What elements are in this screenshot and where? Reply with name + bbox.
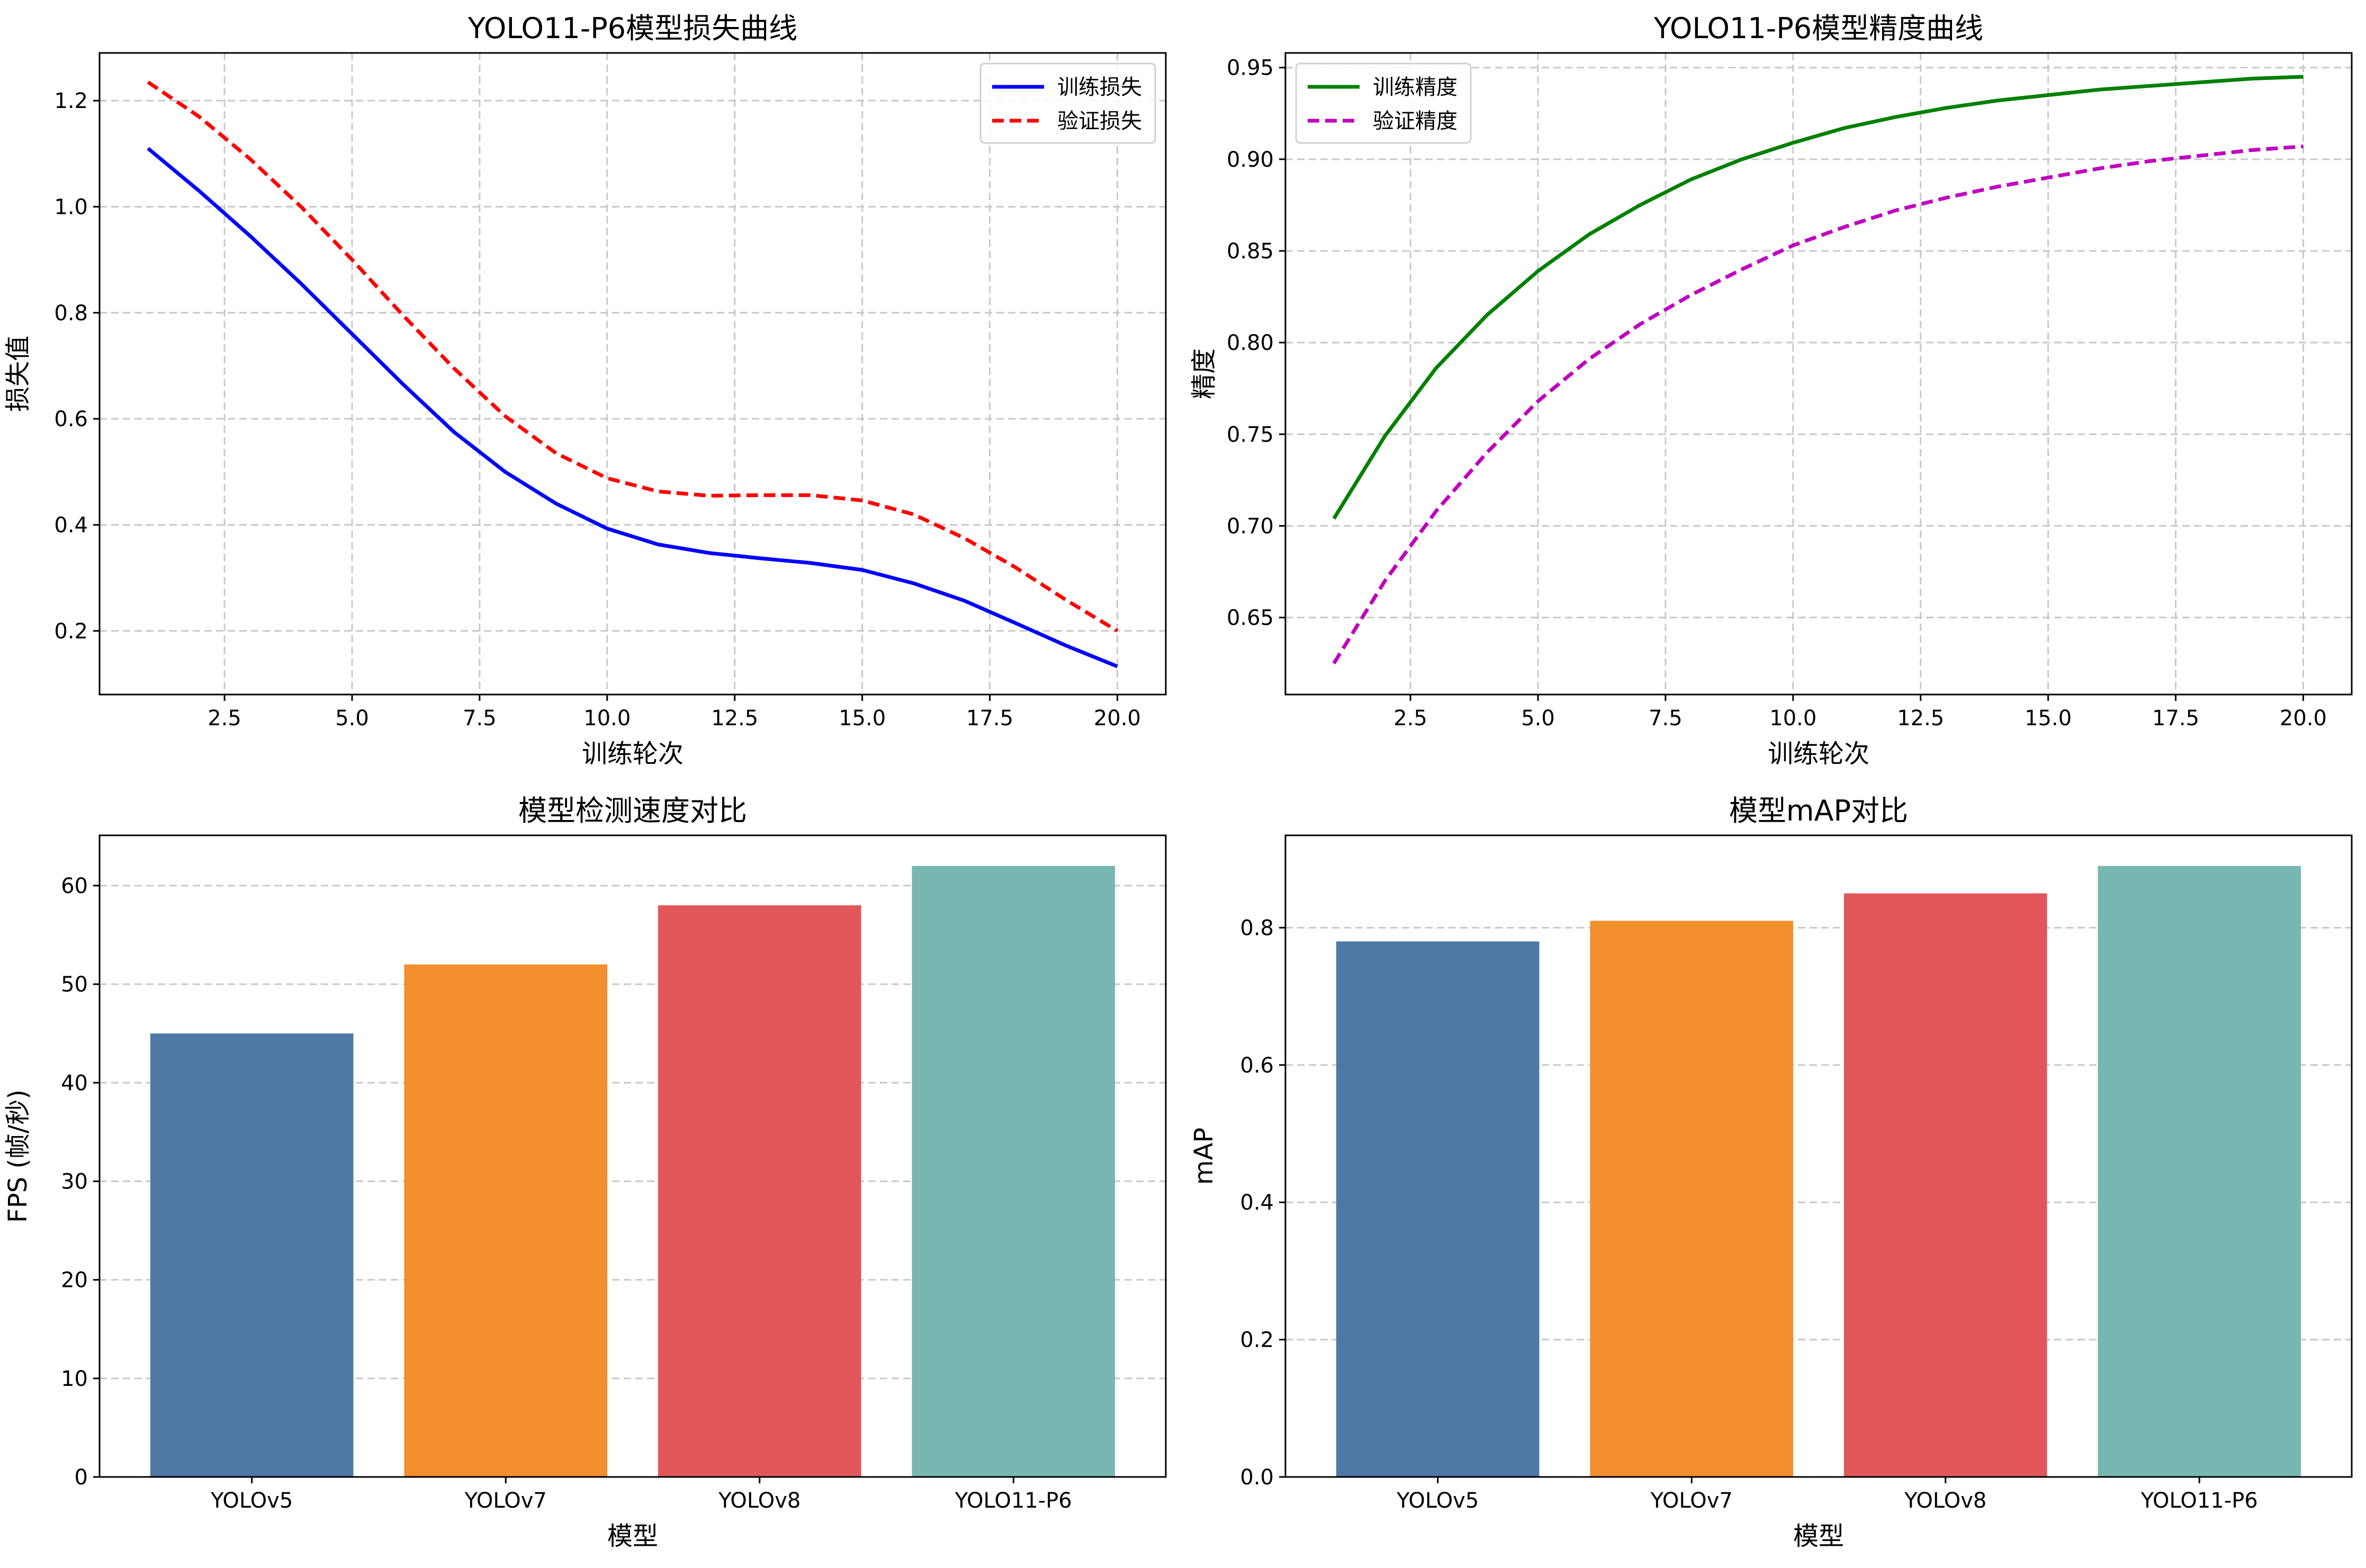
chart-title: YOLO11-P6模型精度曲线 [1653, 12, 1983, 45]
chart-title: 模型mAP对比 [1729, 794, 1908, 827]
bar-yolo11-p6 [912, 866, 1115, 1477]
y-tick-label: 0 [75, 1465, 88, 1490]
y-tick-label: 0.65 [1227, 606, 1274, 630]
x-tick-label: YOLO11-P6 [955, 1489, 1072, 1513]
bar-yolov8 [658, 905, 861, 1477]
legend-label-1: 验证精度 [1373, 109, 1458, 133]
map-chart: YOLOv5 YOLOv7 YOLOv8 YOLO11-P6 0.0 0.2 0.4 0.6 0… [1189, 794, 2353, 1551]
y-tick-label: 0.75 [1227, 422, 1274, 447]
x-tick-label: YOLOv7 [464, 1489, 547, 1513]
grid [100, 53, 1166, 695]
x-tick-label: YOLOv7 [1650, 1489, 1733, 1513]
chart-title: 模型检测速度对比 [518, 794, 747, 827]
y-tick-label: 0.0 [1240, 1465, 1274, 1490]
series-line-1 [147, 80, 1119, 633]
bar-yolov7 [1590, 921, 1794, 1477]
y-tick-label: 0.6 [54, 407, 88, 431]
y-tick-label: 0.8 [1240, 916, 1274, 940]
x-tick-label: YOLOv5 [1396, 1489, 1479, 1513]
x-axis-label: 模型 [607, 1521, 658, 1551]
x-axis-label: 训练轮次 [582, 739, 683, 769]
x-tick-label: YOLOv8 [1904, 1489, 1986, 1513]
x-tick-label: 10.0 [583, 706, 631, 731]
legend-label-0: 训练精度 [1373, 75, 1458, 100]
x-axis-label: 模型 [1793, 1521, 1844, 1551]
x-tick-label: 20.0 [2280, 706, 2327, 731]
x-tick-label: 2.5 [1393, 706, 1427, 731]
plot-frame [98, 834, 1167, 1478]
y-axis-label: mAP [1189, 1128, 1219, 1185]
y-tick-label: 0.6 [1240, 1053, 1274, 1078]
loss-chart: 2.5 5.0 7.5 10.0 12.5 15.0 17.5 20.0 0.2 0.4 0.6 0.… [3, 12, 1167, 769]
y-tick-label: 40 [61, 1071, 88, 1095]
x-tick-label: 5.0 [335, 706, 369, 731]
series-line-0 [1332, 75, 2304, 520]
x-axis-label: 训练轮次 [1768, 739, 1869, 769]
bar-yolov5 [1336, 941, 1540, 1477]
y-tick-label: 0.80 [1227, 331, 1274, 355]
y-tick-label: 0.4 [1240, 1191, 1274, 1215]
chart-title: YOLO11-P6模型损失曲线 [467, 12, 797, 45]
series-line-1 [1332, 145, 2304, 664]
x-tick-label: 7.5 [463, 706, 497, 731]
bar-yolov8 [1843, 893, 2047, 1477]
x-tick-label: 12.5 [1897, 706, 1944, 731]
y-tick-label: 20 [61, 1268, 88, 1293]
y-tick-label: 1.2 [54, 89, 88, 113]
y-tick-label: 0.85 [1227, 239, 1274, 264]
y-tick-label: 60 [61, 874, 88, 898]
y-tick-label: 0.90 [1227, 148, 1274, 172]
y-axis-label: FPS (帧/秒) [3, 1089, 33, 1223]
x-tick-label: YOLO11-P6 [2140, 1489, 2258, 1513]
x-tick-label: 7.5 [1649, 706, 1683, 731]
x-tick-label: 20.0 [1094, 706, 1141, 731]
y-tick-label: 1.0 [54, 195, 88, 219]
fps-chart: YOLOv5 YOLOv7 YOLOv8 YOLO11-P6 0 10 20 30 40 50 60… [3, 794, 1167, 1551]
plot-frame [1284, 52, 2353, 696]
bar-yolo11-p6 [2098, 866, 2301, 1477]
bar-yolov7 [404, 964, 608, 1477]
grid [1285, 53, 2352, 695]
x-tick-label: 15.0 [2025, 706, 2072, 731]
x-tick-label: 17.5 [2152, 706, 2199, 731]
legend-box [1295, 62, 1472, 144]
x-tick-label: 12.5 [711, 706, 758, 731]
x-tick-label: 17.5 [966, 706, 1013, 731]
y-tick-label: 0.2 [1240, 1328, 1274, 1353]
y-tick-label: 0.95 [1227, 56, 1274, 80]
legend-label-1: 验证损失 [1057, 109, 1142, 133]
x-tick-label: 10.0 [1769, 706, 1816, 731]
x-tick-label: YOLOv8 [718, 1489, 800, 1513]
y-tick-label: 0.4 [54, 513, 88, 537]
plot-frame [1284, 834, 2353, 1478]
y-axis-label: 损失值 [3, 336, 33, 412]
x-tick-label: 5.0 [1521, 706, 1555, 731]
legend-box [979, 62, 1156, 144]
y-axis-label: 精度 [1189, 348, 1219, 399]
y-tick-label: 10 [61, 1367, 88, 1391]
accuracy-chart: 2.5 5.0 7.5 10.0 12.5 15.0 17.5 20.0 0.65 0.70 0.7… [1189, 12, 2353, 769]
legend-label-0: 训练损失 [1057, 75, 1142, 100]
y-tick-label: 0.8 [54, 301, 88, 326]
x-tick-label: YOLOv5 [210, 1489, 293, 1513]
y-tick-label: 30 [61, 1169, 88, 1194]
x-tick-label: 2.5 [208, 706, 241, 731]
y-tick-label: 0.70 [1227, 514, 1274, 538]
series-line-0 [147, 147, 1118, 669]
plot-frame [98, 52, 1167, 696]
x-tick-label: 15.0 [839, 706, 886, 731]
y-tick-label: 0.2 [54, 619, 88, 644]
bar-yolov5 [150, 1033, 354, 1477]
y-tick-label: 50 [61, 972, 88, 997]
